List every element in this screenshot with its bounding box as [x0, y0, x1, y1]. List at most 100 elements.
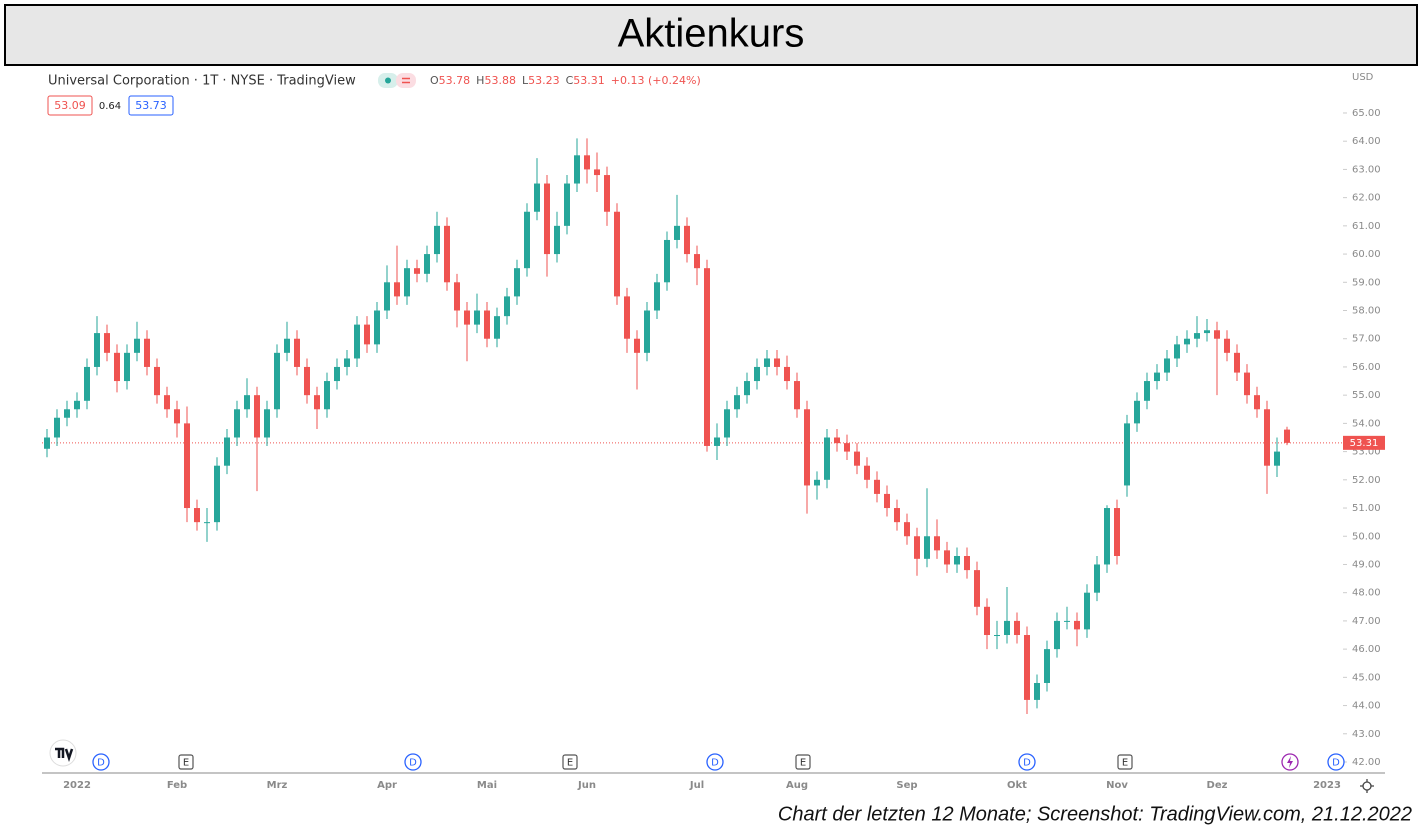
caption: Chart der letzten 12 Monate; Screenshot:… — [778, 803, 1412, 825]
tv-logo — [49, 739, 77, 767]
x-tick-label: Apr — [377, 780, 397, 791]
candle-body — [304, 366, 310, 396]
y-tick-label: 44.00 — [1352, 701, 1381, 712]
candle-body — [694, 254, 700, 269]
y-tick-label: 58.00 — [1352, 306, 1381, 317]
candle-body — [64, 409, 70, 418]
indicator-value: 53.09 — [54, 99, 86, 112]
legend-value: 53.31 — [573, 74, 605, 87]
candle-body — [1194, 333, 1200, 339]
ohlc-legend: O53.78 H53.88 L53.23 C53.31 +0.13 (+0.24%) — [430, 74, 701, 87]
candle-body — [554, 225, 560, 255]
candle-body — [324, 381, 330, 410]
candle-body — [404, 268, 410, 297]
y-tick-label: 56.00 — [1352, 362, 1381, 373]
candle-body — [1174, 344, 1180, 359]
y-tick-label: 54.00 — [1352, 418, 1381, 429]
candle-body — [744, 381, 750, 396]
candle-body — [854, 451, 860, 466]
legend-value: 53.78 — [439, 74, 471, 87]
candle-body — [964, 556, 970, 571]
y-tick-label: 43.00 — [1352, 729, 1381, 740]
candle-body — [654, 282, 660, 311]
candle-body — [44, 437, 50, 449]
candle-body — [874, 479, 880, 494]
candle-body — [544, 183, 550, 255]
last-price-tag — [1343, 435, 1385, 450]
last-price-label: 53.31 — [1350, 438, 1379, 449]
y-tick-label: 55.00 — [1352, 390, 1381, 401]
candle-body — [1034, 682, 1040, 700]
x-tick-label: 2022 — [63, 780, 91, 791]
candle-body — [1054, 620, 1060, 650]
candle-body — [214, 465, 220, 523]
candle-body — [114, 352, 120, 382]
candle-body — [1014, 620, 1020, 636]
candle-body — [1084, 592, 1090, 630]
candle-body — [584, 155, 590, 170]
indicator-value: 0.64 — [99, 101, 121, 112]
y-tick-label: 57.00 — [1352, 334, 1381, 345]
event-label: D — [97, 758, 105, 769]
event-icon — [706, 753, 724, 771]
y-tick-label: 47.00 — [1352, 616, 1381, 627]
candle-body — [784, 366, 790, 382]
candle-body — [924, 536, 930, 559]
candle-body — [334, 366, 340, 382]
candle-body — [1264, 409, 1270, 466]
candle-body — [1214, 330, 1220, 339]
candle-body — [934, 536, 940, 551]
candle-body — [884, 493, 890, 509]
candle-body — [864, 465, 870, 480]
y-tick-label: 53.00 — [1352, 447, 1381, 458]
legend-key: H — [476, 74, 484, 87]
x-tick-label: 2023 — [1313, 780, 1341, 791]
candle-body — [1234, 352, 1240, 373]
candle-body — [234, 409, 240, 438]
y-tick-label: 50.00 — [1352, 531, 1381, 542]
event-label: D — [409, 758, 417, 769]
candle-body — [354, 324, 360, 359]
candle-body — [804, 409, 810, 486]
candle-body — [644, 310, 650, 353]
candle-body — [1254, 395, 1260, 410]
candle-body — [434, 225, 440, 255]
candle-body — [274, 352, 280, 410]
event-icon — [92, 753, 110, 771]
candle-body — [734, 395, 740, 410]
event-label: E — [567, 758, 573, 769]
candle-body — [774, 358, 780, 367]
y-tick-label: 65.00 — [1352, 108, 1381, 119]
candle-body — [664, 239, 670, 283]
candle-body — [414, 268, 420, 274]
y-tick-label: 48.00 — [1352, 588, 1381, 599]
candle-body — [754, 366, 760, 382]
candle-body — [624, 296, 630, 339]
status-icon — [402, 77, 410, 84]
legend-change: +0.13 (+0.24%) — [611, 74, 701, 87]
candle-body — [264, 409, 270, 438]
candle-body — [794, 381, 800, 410]
y-tick-label: 45.00 — [1352, 672, 1381, 683]
candle-body — [574, 155, 580, 184]
candle-body — [724, 409, 730, 438]
candle-body — [454, 282, 460, 311]
candle-body — [1104, 508, 1110, 565]
candle-body — [294, 338, 300, 367]
candle-body — [104, 333, 110, 353]
event-label: E — [183, 758, 189, 769]
candle-body — [444, 225, 450, 283]
indicator-value: 53.73 — [135, 99, 167, 112]
status-pill — [396, 73, 416, 88]
candle-body — [1284, 429, 1290, 443]
candle-body — [344, 358, 350, 367]
legend-key: C — [566, 74, 574, 87]
candle-body — [994, 635, 1000, 637]
candle-body — [1074, 620, 1080, 630]
candle-body — [314, 395, 320, 410]
candle-body — [894, 508, 900, 523]
event-icon — [404, 753, 422, 771]
y-tick-label: 62.00 — [1352, 193, 1381, 204]
candle-body — [714, 437, 720, 446]
x-tick-label: Feb — [167, 780, 187, 791]
